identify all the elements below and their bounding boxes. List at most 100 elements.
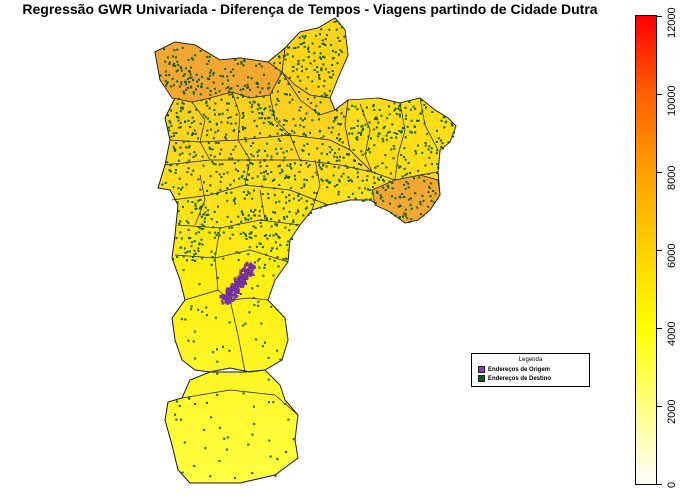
destination-point (182, 141, 185, 144)
destination-point (295, 68, 298, 71)
destination-point (188, 397, 190, 400)
destination-point (268, 105, 271, 108)
destination-point (191, 116, 194, 119)
destination-point (227, 102, 230, 105)
destination-point (313, 52, 316, 55)
destination-point (179, 122, 182, 124)
destination-point (206, 117, 209, 120)
destination-point (212, 137, 215, 140)
destination-point (315, 34, 317, 37)
destination-point (307, 76, 310, 79)
destination-point (276, 349, 279, 352)
destination-point (436, 129, 438, 132)
destination-point (328, 181, 331, 184)
destination-point (297, 209, 299, 212)
destination-point (305, 112, 308, 115)
destination-point (405, 181, 408, 183)
destination-point (228, 321, 231, 324)
destination-point (418, 176, 421, 179)
destination-point (255, 338, 257, 341)
destination-point (205, 214, 208, 217)
destination-point (262, 274, 265, 277)
destination-point (366, 169, 369, 172)
destination-point (338, 22, 341, 25)
destination-point (243, 170, 246, 173)
destination-point (171, 77, 174, 80)
origin-point (245, 274, 248, 278)
destination-point (197, 137, 199, 140)
destination-point (319, 206, 322, 209)
destination-point (179, 146, 182, 149)
destination-point (260, 219, 263, 222)
destination-point (170, 109, 173, 112)
destination-point (230, 220, 233, 223)
destination-point (208, 107, 211, 110)
destination-point (403, 184, 406, 186)
destination-point (225, 87, 228, 90)
destination-point (275, 232, 277, 235)
mid-value-region-east (344, 97, 457, 181)
destination-point (231, 157, 234, 160)
destination-point (304, 35, 307, 38)
destination-point (270, 155, 273, 158)
destination-point (242, 88, 245, 91)
destination-point (421, 99, 424, 102)
destination-point (209, 93, 212, 96)
destination-point (228, 226, 231, 229)
destination-point (379, 194, 382, 197)
destination-point (274, 211, 277, 214)
origin-point (226, 294, 230, 297)
destination-point (326, 153, 328, 156)
destination-point (301, 42, 304, 45)
destination-point (242, 127, 244, 130)
destination-point (382, 140, 385, 143)
destination-point (214, 113, 216, 116)
destination-point (212, 81, 215, 84)
destination-point (212, 226, 215, 229)
destination-point (373, 144, 376, 147)
destination-point (187, 167, 190, 170)
destination-point (180, 83, 183, 86)
destination-point (182, 90, 185, 93)
origin-point (228, 301, 232, 304)
destination-point (224, 136, 227, 139)
destination-point (178, 97, 180, 100)
colorbar-tick (657, 94, 662, 95)
destination-point (195, 108, 198, 111)
destination-point (430, 182, 433, 185)
destination-point (242, 213, 245, 216)
destination-point (294, 162, 296, 165)
destination-point (181, 186, 184, 189)
destination-point (430, 151, 433, 154)
destination-point (200, 238, 203, 241)
destination-point (377, 121, 380, 124)
destination-point (250, 217, 253, 220)
destination-point (244, 322, 247, 325)
destination-point (322, 55, 324, 58)
destination-point (330, 76, 333, 79)
destination-point (365, 198, 368, 201)
destination-point (166, 82, 169, 85)
destination-point (292, 438, 295, 441)
destination-point (223, 437, 226, 440)
destination-point (347, 176, 350, 179)
destination-point (354, 197, 357, 200)
origin-point (224, 294, 227, 297)
destination-point (284, 177, 286, 179)
destination-point (293, 174, 296, 177)
destination-point (252, 405, 255, 408)
destination-point (335, 20, 338, 23)
destination-point (190, 57, 193, 60)
destination-point (234, 197, 236, 200)
destination-point (190, 76, 193, 79)
destination-point (328, 89, 331, 92)
destination-point (245, 238, 248, 240)
destination-point (419, 112, 422, 115)
destination-point (335, 202, 337, 205)
destination-point (283, 156, 286, 159)
destination-point (289, 163, 292, 165)
destination-point (277, 90, 279, 93)
destination-point (186, 250, 189, 253)
origin-point (235, 281, 239, 284)
destination-point (278, 55, 280, 58)
